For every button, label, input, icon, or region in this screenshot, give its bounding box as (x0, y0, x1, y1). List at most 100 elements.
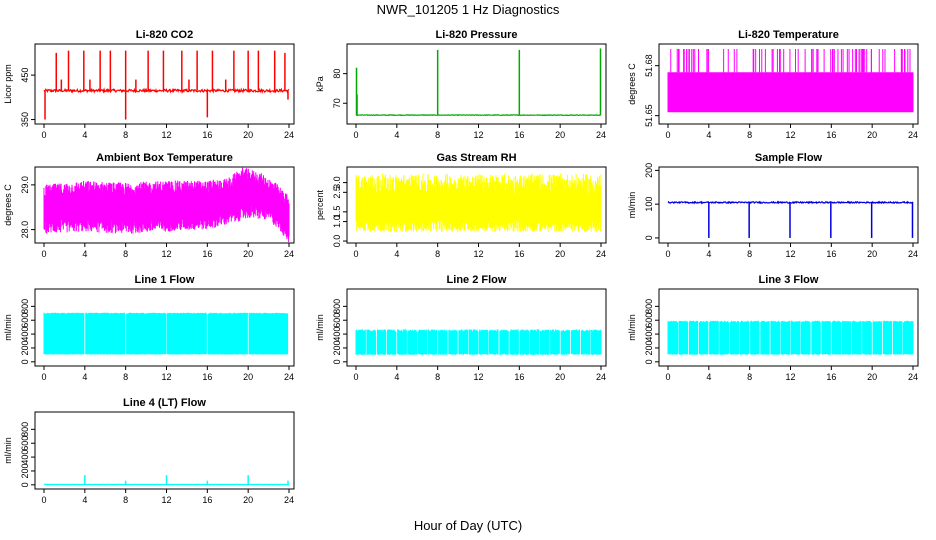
x-tick-label: 20 (867, 249, 877, 259)
y-axis-label: ml/min (3, 314, 13, 341)
x-tick-label: 8 (747, 372, 752, 382)
y-tick-label: 28.0 (20, 221, 30, 239)
x-tick-label: 16 (826, 130, 836, 140)
chart-panel-2: Li-820 Pressure kPa 0 4 8 12 16 20 24 70 80 (315, 29, 607, 140)
y-tick-label: 51.65 (644, 104, 654, 127)
x-tick-label: 12 (473, 372, 483, 382)
series-band (667, 72, 914, 113)
plot-frame (658, 43, 919, 125)
plot-data (667, 200, 914, 238)
x-tick-label: 12 (161, 130, 171, 140)
x-tick-label: 8 (435, 249, 440, 259)
panel-title: Li-820 Temperature (738, 29, 839, 41)
plot-frame (346, 288, 607, 367)
x-tick-label: 24 (284, 495, 294, 505)
panel-title: Ambient Box Temperature (96, 152, 233, 164)
chart-panel-5: Gas Stream RH percent 0 4 8 12 16 20 24 0.0 1.01.5… (315, 152, 607, 259)
x-tick-label: 12 (785, 130, 795, 140)
x-tick-label: 8 (123, 249, 128, 259)
x-tick-label: 20 (243, 372, 253, 382)
x-tick-label: 0 (665, 130, 670, 140)
plot-frame (34, 43, 295, 125)
plot-data (43, 475, 289, 486)
y-axis-label: ml/min (627, 314, 637, 341)
y-tick-label: 350 (20, 112, 30, 127)
x-tick-label: 0 (353, 249, 358, 259)
y-tick-label: 100 (644, 197, 654, 212)
x-tick-label: 4 (394, 249, 399, 259)
x-tick-label: 0 (665, 372, 670, 382)
x-tick-label: 0 (41, 249, 46, 259)
x-tick-label: 4 (82, 130, 87, 140)
plot-data (667, 49, 914, 113)
plot-frame (658, 288, 919, 367)
x-tick-label: 12 (785, 249, 795, 259)
y-axis-label: kPa (315, 76, 325, 92)
x-tick-label: 24 (596, 249, 606, 259)
y-tick-label: 600 (20, 313, 30, 328)
x-tick-label: 16 (202, 495, 212, 505)
plot-frame (658, 166, 919, 244)
y-tick-label: 1.0 (332, 215, 342, 228)
x-tick-label: 8 (747, 249, 752, 259)
panel-title: Line 3 Flow (759, 274, 819, 286)
y-tick-label: 200 (644, 340, 654, 355)
x-tick-label: 4 (706, 249, 711, 259)
y-tick-label: 1.5 (332, 206, 342, 219)
y-tick-label: 2.5 (332, 186, 342, 199)
x-tick-label: 12 (473, 249, 483, 259)
series-band (355, 329, 602, 355)
panel-title: Li-820 Pressure (436, 29, 518, 41)
x-tick-label: 16 (202, 130, 212, 140)
x-tick-label: 16 (514, 249, 524, 259)
chart-panel-10: Line 4 (LT) Flow ml/min 0 4 8 12 16 20 24 0 200400… (3, 397, 295, 505)
x-tick-label: 24 (908, 249, 918, 259)
x-tick-label: 8 (123, 495, 128, 505)
x-tick-label: 12 (161, 372, 171, 382)
y-tick-label: 400 (644, 327, 654, 342)
x-tick-label: 4 (82, 495, 87, 505)
x-tick-label: 20 (243, 249, 253, 259)
chart-panel-9: Line 3 Flow ml/min 0 4 8 12 16 20 24 0 20040060080… (627, 274, 919, 382)
x-tick-label: 8 (435, 130, 440, 140)
x-tick-label: 20 (867, 130, 877, 140)
x-tick-label: 16 (202, 249, 212, 259)
x-tick-label: 20 (243, 130, 253, 140)
plot-frame (346, 43, 607, 125)
x-tick-label: 0 (41, 495, 46, 505)
y-tick-label: 400 (20, 450, 30, 465)
panel-title: Line 1 Flow (135, 274, 195, 286)
x-tick-label: 20 (243, 495, 253, 505)
series-band (355, 173, 602, 232)
y-tick-label: 0 (20, 359, 30, 364)
plot-data (43, 167, 290, 242)
y-tick-label: 0 (644, 235, 654, 240)
panel-title: Sample Flow (755, 152, 823, 164)
x-tick-label: 4 (394, 130, 399, 140)
figure-title: NWR_101205 1 Hz Diagnostics (376, 2, 560, 17)
series-band (43, 167, 290, 242)
x-tick-label: 0 (41, 130, 46, 140)
y-tick-label: 800 (332, 299, 342, 314)
x-tick-label: 0 (353, 372, 358, 382)
y-tick-label: 0 (332, 359, 342, 364)
plot-data (667, 320, 914, 355)
series-band (43, 312, 289, 355)
y-axis-label: degrees C (3, 184, 13, 226)
plot-data (355, 173, 602, 232)
x-tick-label: 16 (826, 372, 836, 382)
y-tick-label: 400 (20, 327, 30, 342)
y-axis-label: percent (315, 189, 325, 220)
x-axis-title: Hour of Day (UTC) (413, 518, 523, 533)
x-tick-label: 20 (555, 249, 565, 259)
chart-panel-1: Li-820 CO2 Licor ppm 0 4 8 12 16 20 24 350 450 (3, 29, 295, 140)
y-axis-label: Licor ppm (3, 64, 13, 104)
x-tick-label: 20 (867, 372, 877, 382)
series-line (355, 113, 601, 117)
x-tick-label: 24 (596, 130, 606, 140)
plot-frame (34, 166, 295, 244)
y-tick-label: 600 (332, 313, 342, 328)
x-tick-label: 24 (596, 372, 606, 382)
plot-data (355, 48, 602, 117)
panel-title: Line 4 (LT) Flow (123, 397, 206, 409)
